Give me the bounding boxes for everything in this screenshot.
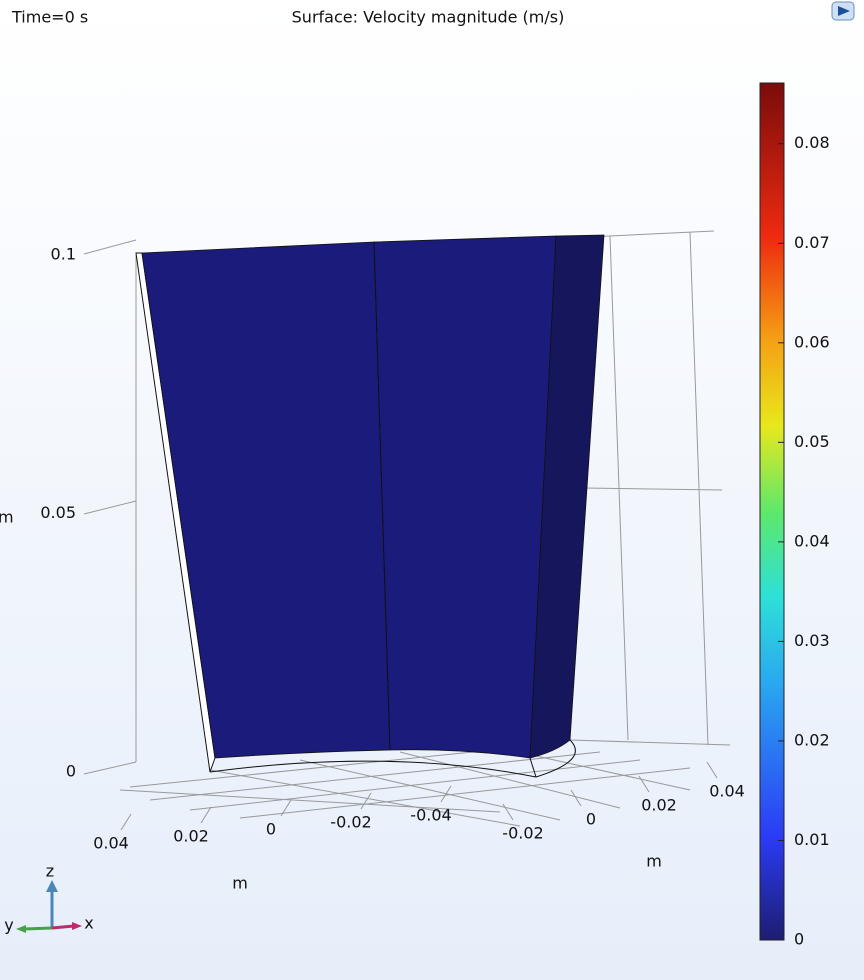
x-axis-label: m xyxy=(232,874,248,893)
plot-title: Surface: Velocity magnitude (m/s) xyxy=(292,8,565,27)
y-tick xyxy=(502,803,514,821)
colorbar-tick-label: 0 xyxy=(794,930,804,949)
x-tick xyxy=(360,792,372,810)
axis-triad: z y x xyxy=(4,862,93,935)
surface xyxy=(135,234,605,778)
triad-y: y xyxy=(4,916,13,935)
triad-x: x xyxy=(84,914,93,933)
time-label: Time=0 s xyxy=(11,8,88,27)
colorbar-tick-label: 0.04 xyxy=(794,531,830,550)
z-axis-label: m xyxy=(0,508,14,527)
y-tick xyxy=(570,789,582,807)
z-tick-label: 0.1 xyxy=(51,245,76,264)
x-tick xyxy=(120,813,132,831)
colorbar-tick-label: 0.08 xyxy=(794,133,830,152)
y-tick-label: 0.02 xyxy=(641,796,677,815)
z-grid-line xyxy=(83,239,137,255)
y-tick xyxy=(706,761,718,779)
x-tick-label: 0 xyxy=(266,820,276,839)
x-tick xyxy=(200,806,212,824)
x-tick xyxy=(440,785,452,803)
colorbar xyxy=(759,82,785,941)
triad-z: z xyxy=(46,862,54,881)
x-tick-label: -0.04 xyxy=(410,806,451,825)
y-axis-label: m xyxy=(646,852,662,871)
x-tick-label: 0.04 xyxy=(93,834,129,853)
z-tick-label: 0 xyxy=(66,762,76,781)
colorbar-tick-label: 0.03 xyxy=(794,631,830,650)
colorbar-tick-label: 0.07 xyxy=(794,233,830,252)
colorbar-tick-label: 0.05 xyxy=(794,432,830,451)
x-tick-label: -0.02 xyxy=(330,813,371,832)
x-tick-label: 0.02 xyxy=(173,827,209,846)
z-tick-label: 0.05 xyxy=(40,503,76,522)
y-tick-label: 0 xyxy=(586,810,596,829)
toolbar-icon-glyph xyxy=(838,6,850,16)
x-tick xyxy=(280,799,292,817)
y-tick-label: 0.04 xyxy=(709,782,745,801)
y-tick-label: -0.02 xyxy=(502,824,543,843)
y-tick xyxy=(638,775,650,793)
z-grid-line xyxy=(83,500,137,515)
colorbar-tick-label: 0.01 xyxy=(794,830,830,849)
z-grid-line xyxy=(83,761,137,775)
colorbar-tick-label: 0.02 xyxy=(794,730,830,749)
colorbar-tick-label: 0.06 xyxy=(794,332,830,351)
